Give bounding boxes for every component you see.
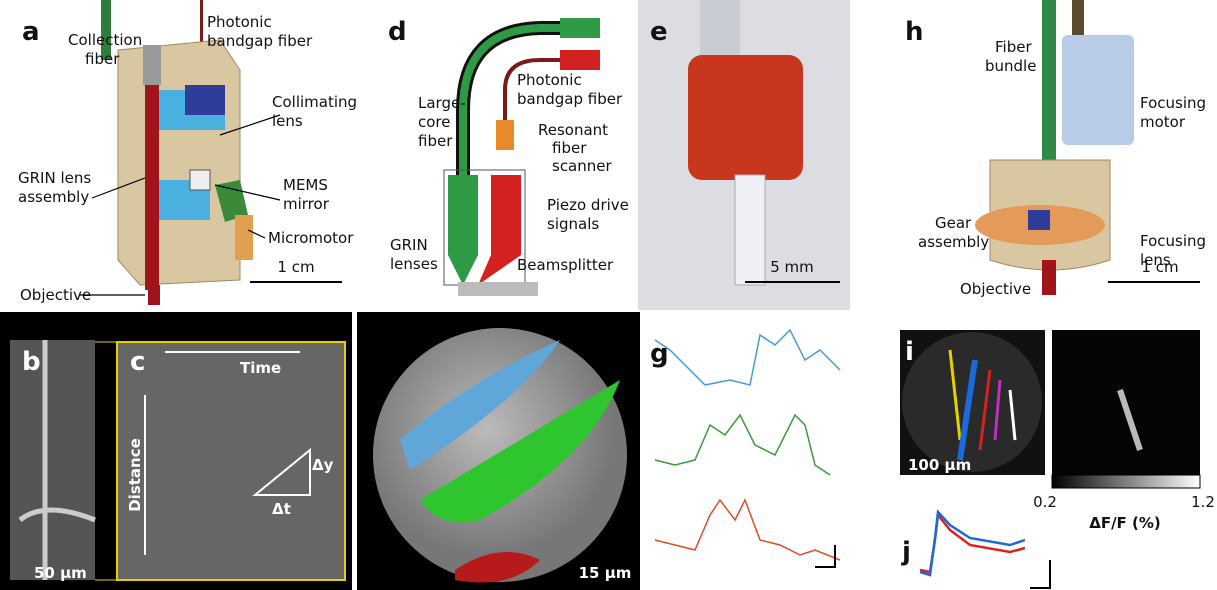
label: Beamsplitter <box>517 256 614 274</box>
scale-label: 1 cm <box>1141 258 1178 276</box>
panel-letter: e <box>650 17 668 47</box>
scale-label: 1 cm <box>277 258 314 276</box>
scale-label: 50 µm <box>34 564 87 582</box>
label: mirror <box>283 195 330 213</box>
label: lens <box>272 112 303 130</box>
label: Fiber <box>995 38 1032 56</box>
colorbar <box>1052 475 1200 488</box>
label: Gear <box>935 214 972 232</box>
traces-j <box>920 512 1050 588</box>
label: Large- <box>418 94 466 112</box>
label: Collection <box>68 31 142 49</box>
label: scanner <box>552 157 612 175</box>
scale-label: 5 mm <box>770 258 814 276</box>
panel-letter: h <box>905 17 924 47</box>
label: assembly <box>918 233 989 251</box>
colorbar-label: 0.2 <box>1033 493 1057 511</box>
label: Δt <box>272 500 291 518</box>
label: lenses <box>390 255 438 273</box>
label: Objective <box>960 280 1031 298</box>
label: core <box>418 113 451 131</box>
panel-letter: i <box>905 337 914 367</box>
panel-letter: d <box>388 17 407 47</box>
scale-label: 100 µm <box>908 456 971 474</box>
panel-letter: j <box>901 537 911 567</box>
label: MEMS <box>283 176 328 194</box>
label: fiber <box>418 132 453 150</box>
label: Photonic <box>517 71 582 89</box>
label: signals <box>547 215 599 233</box>
label: bandgap fiber <box>517 90 623 108</box>
label: bundle <box>985 57 1036 75</box>
label: GRIN <box>390 236 428 254</box>
label: assembly <box>18 188 89 206</box>
label: fiber <box>85 50 120 68</box>
colorbar-title: ΔF/F (%) <box>1089 514 1161 532</box>
figure: a Collection fiber Photonic bandgap fibe… <box>0 0 1217 590</box>
label: Focusing <box>1140 232 1206 250</box>
label: Resonant <box>538 121 608 139</box>
colorbar-label: 1.2 <box>1191 493 1215 511</box>
label: Photonic <box>207 13 272 31</box>
scale-label: 15 µm <box>579 564 632 582</box>
panel-letter: c <box>130 347 145 377</box>
label: Micromotor <box>268 229 354 247</box>
label: motor <box>1140 113 1186 131</box>
label: fiber <box>552 139 587 157</box>
label: Focusing <box>1140 94 1206 112</box>
label: Collimating <box>272 93 357 111</box>
label: Distance <box>126 438 144 512</box>
label: Δy <box>312 456 334 474</box>
label: Piezo drive <box>547 196 629 214</box>
label: GRIN lens <box>18 169 91 187</box>
label: Time <box>240 359 281 377</box>
label: bandgap fiber <box>207 32 313 50</box>
traces-g <box>655 330 840 567</box>
panel-letter: a <box>22 17 40 47</box>
panel-letter: b <box>22 347 41 377</box>
panel-letter: g <box>650 339 669 369</box>
